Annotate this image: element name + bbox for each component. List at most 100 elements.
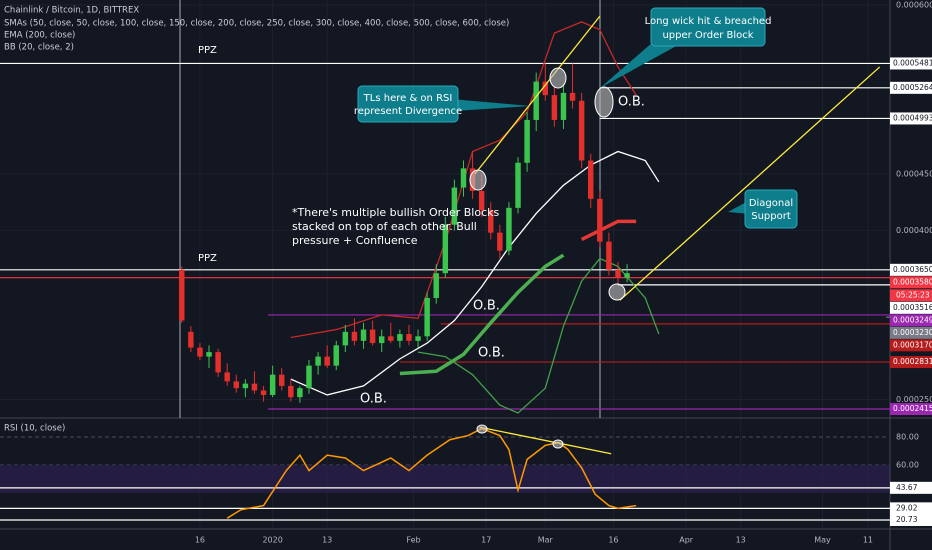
candle-body (324, 356, 330, 366)
x-tick-label: 13 (736, 536, 746, 545)
candle-body (333, 345, 339, 366)
y-tick-label: 0.00060000 (896, 0, 932, 9)
x-tick-label: 16 (195, 536, 205, 545)
y-tick-label: 0.00025000 (896, 395, 932, 404)
callout-pointer (600, 36, 680, 88)
candle-body (406, 334, 412, 341)
candle-body (615, 269, 621, 278)
candle-body (260, 390, 267, 395)
note: *There's multiple bullish Order Blocks (292, 206, 500, 219)
x-tick-label: Apr (679, 536, 694, 545)
trend-line (474, 15, 601, 175)
callouts: TLs here & on RSI represent Divergence L… (354, 7, 798, 229)
overlay-line (399, 253, 565, 376)
x-tick-label: 17 (481, 536, 491, 545)
candle-body (369, 329, 376, 344)
candle-body (433, 273, 439, 299)
callout-text: Support (751, 211, 791, 222)
note: stacked on top of each other. Bull (292, 220, 477, 233)
level-label-box (890, 57, 932, 70)
y-tick-label: 0.00045000 (896, 170, 932, 179)
level-label-box (890, 314, 932, 327)
candle-body (424, 298, 430, 337)
level-label: 0.00024151 (893, 404, 932, 413)
level-label: 0.00032499 (893, 315, 932, 324)
candle-body (297, 388, 303, 398)
level-label-box (890, 263, 932, 276)
rsi-level-box (890, 513, 932, 526)
y-tick-label: 0.00040000 (896, 226, 932, 235)
candle-body (215, 352, 221, 373)
candle-body (533, 81, 539, 120)
candle-body (351, 331, 358, 341)
rsi-level-label: 43.67 (896, 483, 918, 492)
highlight (549, 67, 567, 89)
level-label-box (890, 356, 932, 369)
rsi-line (226, 427, 637, 519)
level-label: 0.00028316 (893, 357, 932, 366)
highlight (608, 283, 626, 301)
ob-label: O.B. (360, 392, 387, 407)
callout-box (357, 85, 459, 123)
callout-text: upper Order Block (662, 30, 753, 41)
callout-text: represent Divergence (354, 106, 462, 117)
candle-body (451, 187, 458, 225)
ob-label: O.B. (478, 346, 505, 361)
candle-body (279, 374, 285, 386)
rsi-tick-label: 60.00 (896, 460, 919, 469)
candle-body (397, 334, 403, 341)
rsi-trend-line (479, 426, 612, 455)
highlight (476, 424, 488, 434)
candle-body (588, 160, 594, 199)
overlay-line (580, 219, 637, 241)
overlay-line (290, 150, 660, 396)
x-tick-label: 11 (863, 536, 873, 545)
candle-body (269, 374, 276, 395)
candle-body (497, 232, 503, 251)
candle-body (506, 207, 512, 251)
indicator: EMA (200, close) (4, 31, 75, 41)
candle-body (233, 381, 240, 389)
rsi-title: RSI (10, close) (4, 424, 65, 434)
ppz-label: PPZ (198, 253, 217, 264)
callout-text: Long wick hit & breached (645, 16, 772, 27)
candle-body (206, 352, 212, 357)
candle-body (606, 241, 612, 270)
highlight (552, 439, 564, 449)
overlay-line (290, 21, 637, 339)
rsi-level-box (890, 502, 932, 515)
x-tick-label: 16 (608, 536, 618, 545)
candle-body (288, 385, 294, 398)
candle-body (251, 383, 258, 391)
candle-body (415, 336, 421, 341)
candle-body (578, 100, 585, 161)
x-tick-label: May (814, 536, 831, 545)
candle-body (378, 336, 385, 344)
candle-body (560, 92, 567, 120)
candle-body (551, 95, 558, 120)
candle-body (224, 372, 230, 382)
level-label: 0.00032301 (893, 328, 932, 337)
level-label-box (890, 112, 932, 125)
candle-body (442, 224, 449, 274)
candle-body (188, 331, 194, 348)
rsi-level-box (890, 481, 932, 494)
rsi-band (0, 464, 890, 493)
countdown-box (890, 289, 932, 302)
highlight (469, 169, 487, 191)
x-tick-label: 13 (322, 536, 332, 545)
level-label: 0.00035802 (893, 277, 932, 286)
callout-text: TLs here & on RSI (363, 93, 453, 104)
highlight (594, 86, 614, 118)
candle-body (242, 383, 249, 389)
level-label: 0.00031708 (893, 340, 932, 349)
candle-body (542, 81, 549, 96)
candle-body (306, 365, 312, 389)
highlights (469, 67, 626, 449)
callout-box (650, 7, 766, 47)
candle-body (597, 198, 603, 242)
level-label-box (890, 276, 932, 289)
